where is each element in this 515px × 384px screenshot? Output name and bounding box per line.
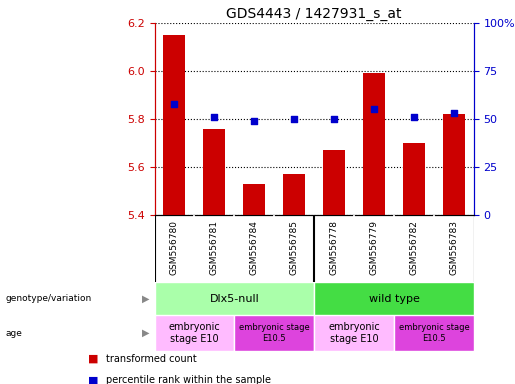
Bar bbox=[234, 315, 314, 351]
Point bbox=[370, 106, 378, 113]
Text: ■: ■ bbox=[88, 375, 98, 384]
Bar bbox=[443, 114, 465, 215]
Bar bbox=[314, 315, 394, 351]
Bar bbox=[323, 150, 345, 215]
Text: GSM556784: GSM556784 bbox=[250, 220, 259, 275]
Text: ▶: ▶ bbox=[142, 293, 149, 304]
Point bbox=[450, 110, 458, 116]
Bar bbox=[243, 184, 265, 215]
Bar bbox=[154, 315, 234, 351]
Bar bbox=[394, 315, 474, 351]
Text: transformed count: transformed count bbox=[106, 354, 196, 364]
Point bbox=[410, 114, 418, 120]
Bar bbox=[314, 282, 474, 315]
Bar bbox=[163, 35, 185, 215]
Title: GDS4443 / 1427931_s_at: GDS4443 / 1427931_s_at bbox=[227, 7, 402, 21]
Point bbox=[290, 116, 298, 122]
Text: embryonic
stage E10: embryonic stage E10 bbox=[168, 322, 220, 344]
Text: GSM556778: GSM556778 bbox=[330, 220, 338, 275]
Text: GSM556785: GSM556785 bbox=[290, 220, 299, 275]
Point bbox=[170, 101, 179, 107]
Text: GSM556783: GSM556783 bbox=[450, 220, 458, 275]
Text: genotype/variation: genotype/variation bbox=[5, 294, 91, 303]
Text: GSM556781: GSM556781 bbox=[210, 220, 219, 275]
Text: Dlx5-null: Dlx5-null bbox=[210, 293, 259, 304]
Text: age: age bbox=[5, 329, 22, 338]
Text: embryonic stage
E10.5: embryonic stage E10.5 bbox=[399, 323, 469, 343]
Bar bbox=[283, 174, 305, 215]
Bar bbox=[403, 143, 425, 215]
Text: ▶: ▶ bbox=[142, 328, 149, 338]
Point bbox=[330, 116, 338, 122]
Bar bbox=[363, 73, 385, 215]
Text: embryonic stage
E10.5: embryonic stage E10.5 bbox=[239, 323, 310, 343]
Point bbox=[210, 114, 218, 120]
Bar bbox=[154, 282, 314, 315]
Text: percentile rank within the sample: percentile rank within the sample bbox=[106, 375, 270, 384]
Bar bbox=[203, 129, 226, 215]
Point bbox=[250, 118, 259, 124]
Text: embryonic
stage E10: embryonic stage E10 bbox=[328, 322, 380, 344]
Text: GSM556780: GSM556780 bbox=[170, 220, 179, 275]
Text: GSM556782: GSM556782 bbox=[409, 220, 418, 275]
Text: wild type: wild type bbox=[369, 293, 419, 304]
Text: ■: ■ bbox=[88, 354, 98, 364]
Text: GSM556779: GSM556779 bbox=[370, 220, 379, 275]
